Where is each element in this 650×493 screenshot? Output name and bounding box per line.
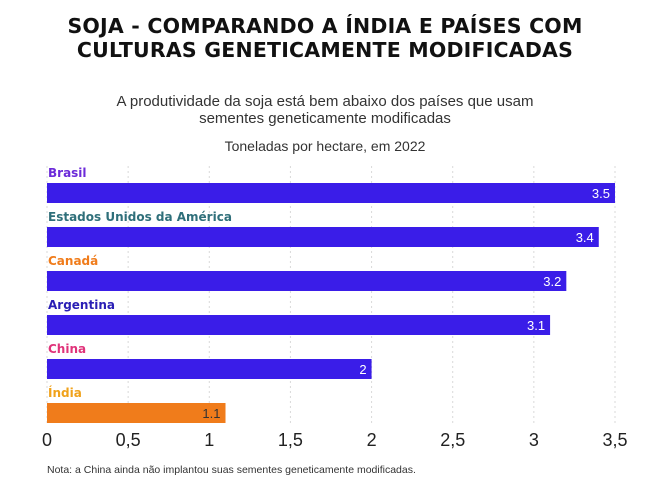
x-tick-label: 3 — [529, 430, 539, 450]
bar — [47, 403, 226, 423]
chart-title-line-2: CULTURAS GENETICAMENTE MODIFICADAS — [76, 38, 574, 62]
data-label: 3.4 — [576, 230, 594, 245]
chart-subtitle-line-2: sementes geneticamente modificadas — [199, 110, 451, 127]
chart-title: SOJA - COMPARANDO A ÍNDIA E PAÍSES COM C… — [0, 14, 650, 62]
chart-subtitle-line-1: A produtividade da soja está bem abaixo … — [116, 93, 534, 110]
category-label: Argentina — [48, 298, 115, 312]
category-label: Índia — [48, 385, 82, 400]
category-label: China — [48, 342, 86, 356]
chart-subtitle: A produtividade da soja está bem abaixo … — [0, 93, 650, 127]
footnote: Nota: a China ainda não implantou suas s… — [47, 464, 416, 476]
chart-title-line-1: SOJA - COMPARANDO A ÍNDIA E PAÍSES COM — [67, 14, 583, 38]
bar — [47, 359, 372, 379]
x-tick-label: 1 — [204, 430, 214, 450]
bar — [47, 183, 615, 203]
data-label: 3.5 — [592, 186, 610, 201]
data-label: 3.2 — [543, 274, 561, 289]
x-tick-label: 2 — [367, 430, 377, 450]
data-label: 2 — [359, 362, 366, 377]
data-label: 1.1 — [202, 406, 220, 421]
x-tick-label: 0 — [42, 430, 52, 450]
bar — [47, 315, 551, 335]
x-tick-label: 3,5 — [602, 430, 627, 450]
x-tick-label: 1,5 — [278, 430, 303, 450]
units-label: Toneladas por hectare, em 2022 — [224, 138, 426, 154]
x-tick-label: 2,5 — [440, 430, 465, 450]
bar — [47, 227, 599, 247]
data-label: 3.1 — [527, 318, 545, 333]
category-label: Brasil — [48, 166, 87, 180]
category-label: Estados Unidos da América — [48, 210, 232, 224]
category-label: Canadá — [48, 254, 98, 268]
bar — [47, 271, 567, 291]
x-tick-label: 0,5 — [116, 430, 141, 450]
